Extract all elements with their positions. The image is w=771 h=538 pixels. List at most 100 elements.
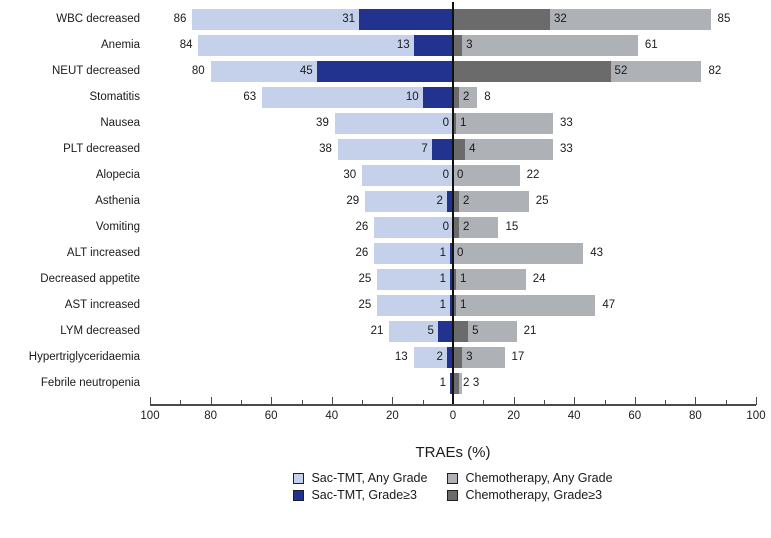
chart-row: Vomiting 26 0 2 15 <box>96 214 756 240</box>
chart-row: Hypertriglyceridaemia 13 2 3 17 <box>29 344 756 370</box>
value-label-sac-grade3: 13 <box>396 39 410 51</box>
category-label: Stomatitis <box>89 91 141 103</box>
value-label-chemo-any-grade: 82 <box>708 65 722 77</box>
bar-sac-tmt-grade3 <box>413 34 453 56</box>
value-label-sac-any-grade: 21 <box>370 325 384 337</box>
bar-sac-tmt-any-grade <box>365 190 453 212</box>
legend: Sac-TMT, Any Grade Chemotherapy, Any Grad… <box>150 471 756 502</box>
category-label: LYM decreased <box>60 325 140 337</box>
chart-row: AST increased 25 1 1 47 <box>65 292 756 318</box>
chart-row: Decreased appetite 25 1 1 24 <box>40 266 756 292</box>
axis-tick-label: 20 <box>385 410 399 422</box>
bar-chemotherapy-grade3 <box>453 372 460 394</box>
chart-row: Nausea 39 0 1 33 <box>100 110 756 136</box>
value-label-chemo-any-grade: 33 <box>559 117 573 129</box>
bar-chemotherapy-any-grade <box>453 34 638 56</box>
bar-chemotherapy-any-grade <box>453 242 584 264</box>
category-label: Hypertriglyceridaemia <box>28 351 140 363</box>
value-label-chemo-grade3: 1 <box>460 273 467 285</box>
value-label-chemo-grade3: 1 <box>460 117 467 129</box>
value-label-chemo-any-grade: 22 <box>526 169 540 181</box>
axis-minor-tick <box>604 400 606 405</box>
value-label-chemo-any-grade: 47 <box>602 299 616 311</box>
bar-sac-tmt-any-grade <box>374 216 453 238</box>
axis-tick-label: 40 <box>325 410 339 422</box>
category-label: Vomiting <box>95 221 140 233</box>
axis-tick-label: 60 <box>264 410 278 422</box>
axis-minor-tick <box>180 400 182 405</box>
bar-chemotherapy-grade3 <box>453 216 460 238</box>
legend-swatch-icon <box>447 472 459 484</box>
bar-sac-tmt-grade3 <box>431 138 453 160</box>
value-label-chemo-grade3: 2 <box>463 221 470 233</box>
axis-major-tick <box>331 397 333 405</box>
value-label-sac-any-grade: 29 <box>346 195 360 207</box>
value-label-chemo-grade3: 32 <box>553 13 567 25</box>
plot-area: WBC decreased 86 31 32 85 Anemia 84 13 3 61 NEUT d… <box>29 2 766 422</box>
value-label-chemo-any-grade: 43 <box>590 247 604 259</box>
bar-sac-tmt-grade3 <box>359 8 453 30</box>
value-label-sac-any-grade: 26 <box>355 247 369 259</box>
axis-minor-tick <box>543 400 545 405</box>
bar-chemotherapy-grade3 <box>453 138 466 160</box>
value-label-sac-any-grade: 80 <box>191 65 205 77</box>
bar-chemotherapy-grade3 <box>453 86 460 108</box>
value-label-chemo-grade3: 52 <box>614 65 628 77</box>
chart-row: NEUT decreased 80 45 52 82 <box>52 58 756 84</box>
axis-minor-tick <box>665 400 667 405</box>
value-label-sac-any-grade: 39 <box>316 117 329 129</box>
bar-sac-tmt-grade3 <box>422 86 453 108</box>
category-label: PLT decreased <box>63 143 140 155</box>
value-label-chemo-any-grade: 25 <box>535 195 549 207</box>
chart-row: WBC decreased 86 31 32 85 <box>56 6 756 32</box>
bar-sac-tmt-any-grade <box>262 86 453 108</box>
value-label-sac-grade3: 1 <box>439 377 446 389</box>
bar-sac-tmt-any-grade <box>198 34 453 56</box>
axis-minor-tick <box>240 400 242 405</box>
category-label: NEUT decreased <box>52 65 140 77</box>
bar-chemotherapy-grade3 <box>453 320 469 342</box>
bar-sac-tmt-grade3 <box>449 242 453 264</box>
value-label-chemo-grade3: 2 <box>463 91 470 103</box>
legend-label: Sac-TMT, Any Grade <box>311 471 428 485</box>
value-label-sac-any-grade: 13 <box>394 351 408 363</box>
value-label-sac-any-grade: 86 <box>173 13 187 25</box>
bar-chemotherapy-any-grade <box>453 112 553 134</box>
legend-item: Chemotherapy, Grade≥3 <box>447 488 612 502</box>
bar-chemotherapy-any-grade <box>453 346 505 368</box>
bar-chemotherapy-any-grade <box>453 138 553 160</box>
value-label-chemo-grade3: 2 <box>463 195 470 207</box>
value-label-sac-grade3: 10 <box>405 91 419 103</box>
category-label: Anemia <box>101 39 140 51</box>
legend-swatch-icon <box>293 489 305 501</box>
value-label-sac-grade3: 31 <box>342 13 356 25</box>
legend-swatch-icon <box>293 472 305 484</box>
bar-sac-tmt-grade3 <box>449 268 453 290</box>
bar-sac-tmt-grade3 <box>437 320 453 342</box>
chart-row: Alopecia 30 0 0 22 <box>96 162 756 188</box>
bar-sac-tmt-grade3 <box>446 346 453 368</box>
axis-major-tick <box>574 397 576 405</box>
value-label-sac-grade3: 0 <box>442 169 449 181</box>
chart-row: PLT decreased 38 7 4 33 <box>63 136 756 162</box>
plot-rows: WBC decreased 86 31 32 85 Anemia 84 13 3 61 NEUT d… <box>29 2 756 404</box>
value-label-chemo-any-grade: 15 <box>505 221 519 233</box>
category-label: Alopecia <box>95 169 140 181</box>
axis-minor-tick <box>483 400 485 405</box>
x-axis-title: TRAEs (%) <box>415 444 491 461</box>
value-label-chemo-any-grade: 21 <box>523 325 537 337</box>
axis-minor-tick <box>301 400 303 405</box>
axis-tick-label: 80 <box>688 410 702 422</box>
axis-tick-label: 20 <box>507 410 520 422</box>
bar-chemotherapy-any-grade <box>453 320 517 342</box>
legend-item: Chemotherapy, Any Grade <box>447 471 613 485</box>
bar-sac-tmt-any-grade <box>377 294 453 316</box>
value-label-chemo-grade3: 0 <box>457 169 464 181</box>
legend-label: Chemotherapy, Grade≥3 <box>465 488 603 502</box>
bar-sac-tmt-grade3 <box>449 372 453 394</box>
axis-major-tick <box>210 397 212 405</box>
legend-item: Sac-TMT, Any Grade <box>293 471 427 485</box>
axis-tick-label: 40 <box>567 410 581 422</box>
value-label-chemo-any-grade: 85 <box>717 13 731 25</box>
